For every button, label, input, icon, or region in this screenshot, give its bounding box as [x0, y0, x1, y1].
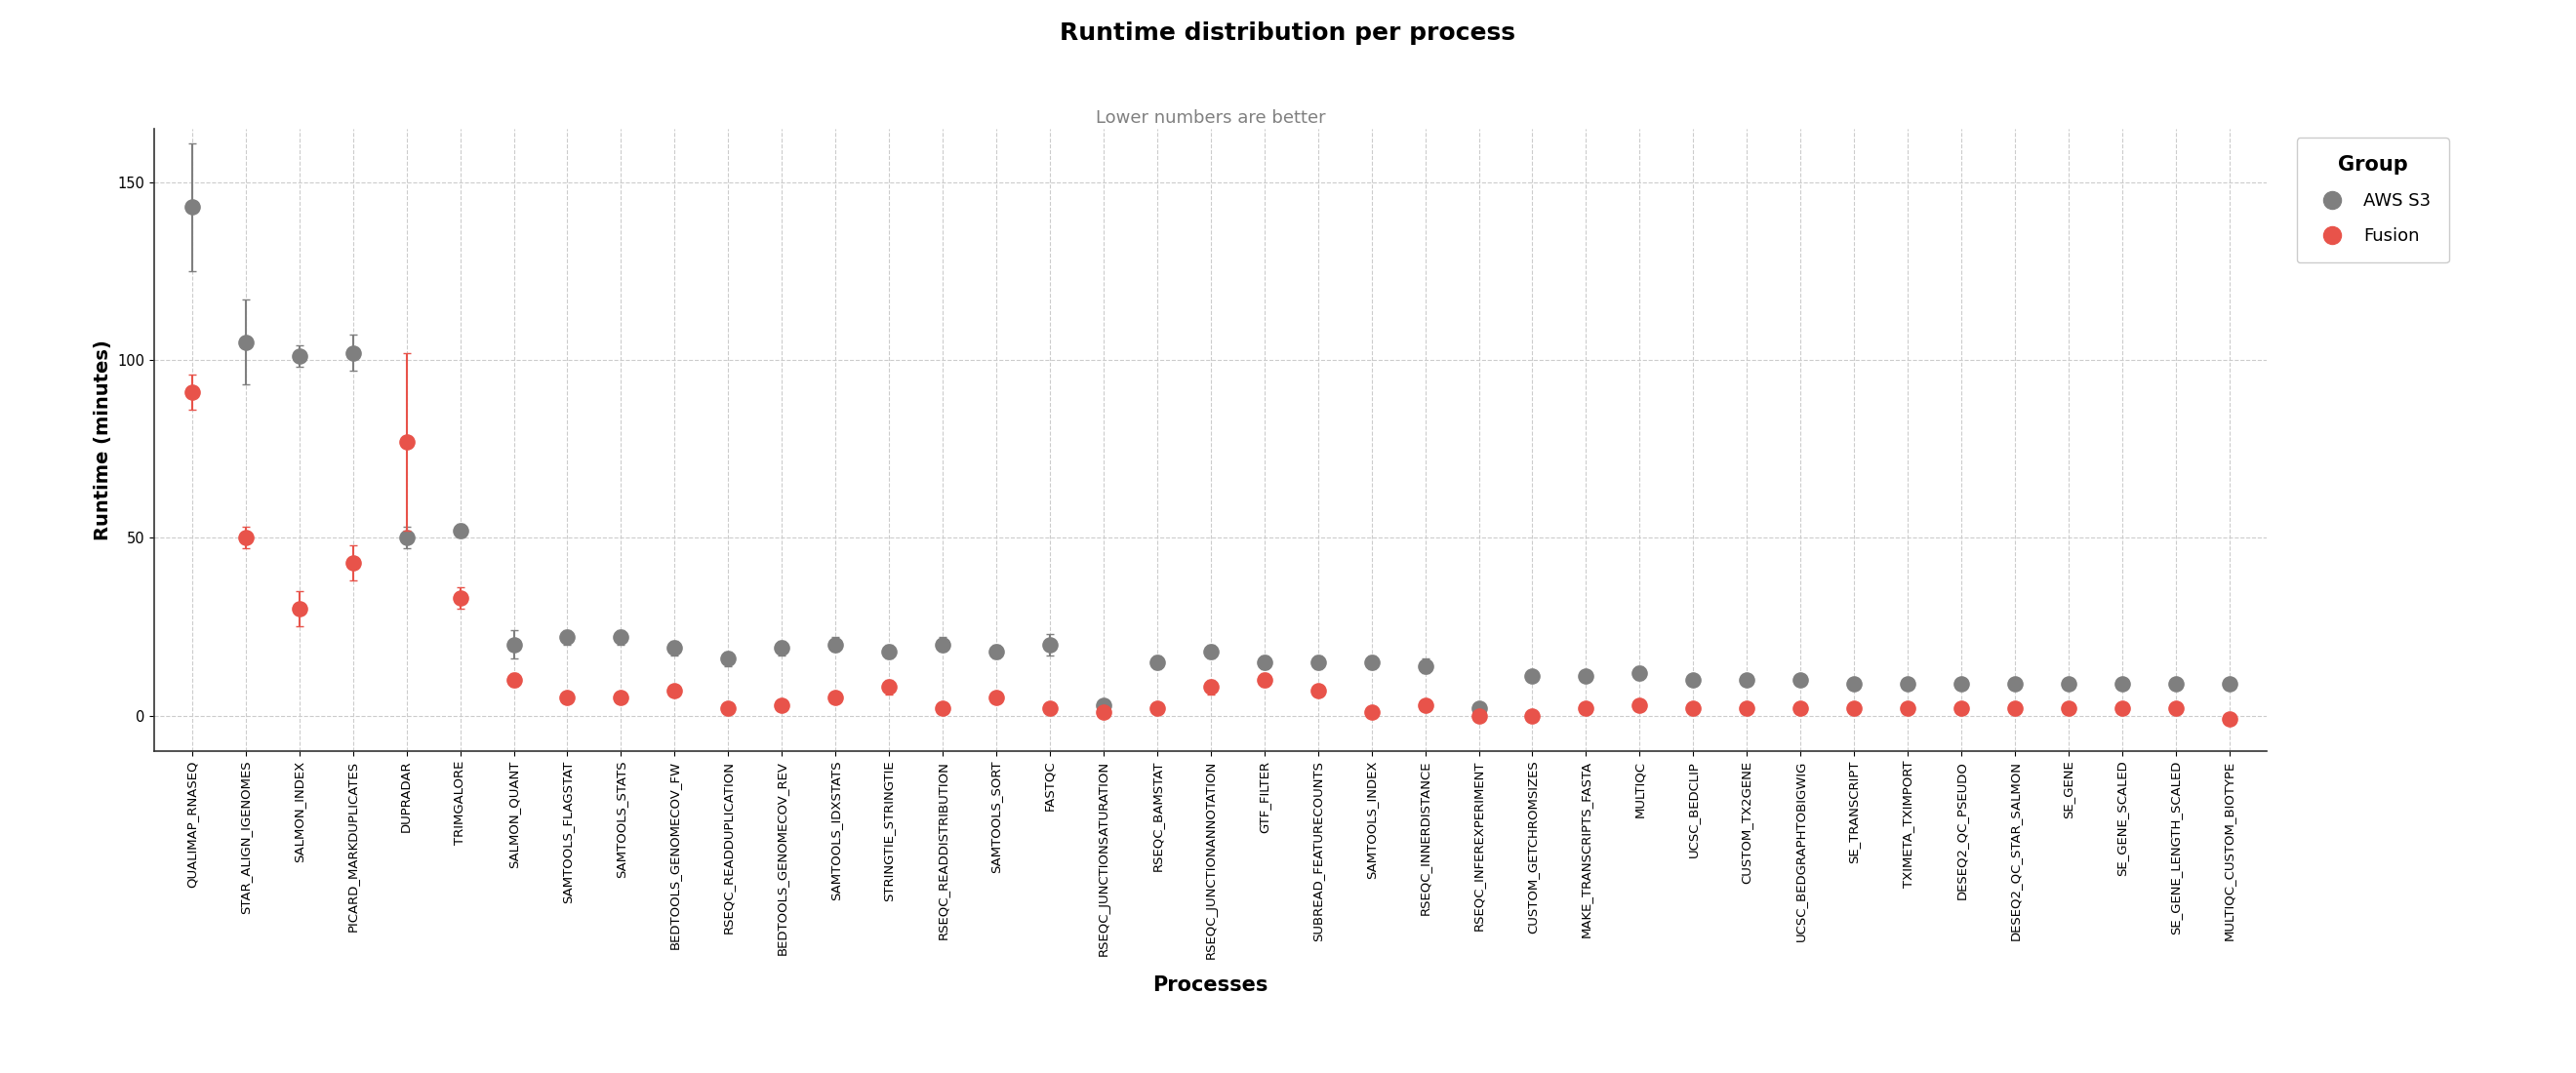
AWS S3	[1834, 675, 1875, 692]
AWS S3	[708, 650, 750, 667]
Fusion	[173, 383, 214, 400]
Fusion	[1566, 700, 1607, 717]
Fusion	[1994, 700, 2035, 717]
AWS S3	[1298, 653, 1340, 671]
AWS S3	[492, 636, 533, 653]
AWS S3	[546, 629, 587, 646]
Fusion	[332, 554, 374, 571]
X-axis label: Processes: Processes	[1154, 975, 1267, 995]
AWS S3	[762, 640, 804, 657]
AWS S3	[1512, 667, 1553, 685]
AWS S3	[814, 636, 855, 653]
Fusion	[2102, 700, 2143, 717]
Fusion	[654, 682, 696, 700]
AWS S3	[1888, 675, 1929, 692]
Fusion	[868, 678, 909, 695]
Fusion	[1082, 704, 1123, 721]
AWS S3	[440, 523, 482, 540]
AWS S3	[1994, 675, 2035, 692]
AWS S3	[600, 629, 641, 646]
Fusion	[1298, 682, 1340, 700]
Fusion	[546, 689, 587, 706]
Legend: AWS S3, Fusion: AWS S3, Fusion	[2298, 137, 2450, 263]
Fusion	[1512, 707, 1553, 724]
Fusion	[1190, 678, 1231, 695]
AWS S3	[1244, 653, 1285, 671]
Fusion	[814, 689, 855, 706]
AWS S3	[868, 643, 909, 660]
AWS S3	[1190, 643, 1231, 660]
Fusion	[440, 589, 482, 606]
Fusion	[1618, 696, 1659, 714]
AWS S3	[1618, 664, 1659, 681]
Fusion	[708, 700, 750, 717]
Fusion	[1244, 672, 1285, 689]
Fusion	[1780, 700, 1821, 717]
Fusion	[976, 689, 1018, 706]
Fusion	[1672, 700, 1713, 717]
AWS S3	[332, 344, 374, 362]
AWS S3	[173, 199, 214, 216]
Fusion	[278, 600, 319, 617]
AWS S3	[2048, 675, 2089, 692]
Fusion	[1940, 700, 1981, 717]
AWS S3	[1672, 672, 1713, 689]
AWS S3	[1458, 700, 1499, 717]
Text: Runtime distribution per process: Runtime distribution per process	[1061, 21, 1515, 45]
AWS S3	[1726, 672, 1767, 689]
Fusion	[492, 672, 533, 689]
AWS S3	[1082, 696, 1123, 714]
Fusion	[1136, 700, 1177, 717]
Fusion	[1350, 704, 1391, 721]
AWS S3	[2208, 675, 2249, 692]
AWS S3	[1940, 675, 1981, 692]
Fusion	[1458, 707, 1499, 724]
AWS S3	[1404, 657, 1445, 674]
Fusion	[1726, 700, 1767, 717]
AWS S3	[224, 334, 265, 351]
Fusion	[2048, 700, 2089, 717]
Fusion	[2156, 700, 2197, 717]
Fusion	[1404, 696, 1445, 714]
AWS S3	[1030, 636, 1072, 653]
AWS S3	[1136, 653, 1177, 671]
AWS S3	[1566, 667, 1607, 685]
Fusion	[600, 689, 641, 706]
AWS S3	[2156, 675, 2197, 692]
Fusion	[922, 700, 963, 717]
Fusion	[1888, 700, 1929, 717]
AWS S3	[654, 640, 696, 657]
AWS S3	[386, 529, 428, 546]
AWS S3	[1350, 653, 1391, 671]
AWS S3	[922, 636, 963, 653]
Y-axis label: Runtime (minutes): Runtime (minutes)	[93, 339, 113, 541]
Title: Lower numbers are better: Lower numbers are better	[1095, 109, 1327, 128]
AWS S3	[278, 348, 319, 365]
AWS S3	[976, 643, 1018, 660]
AWS S3	[2102, 675, 2143, 692]
Fusion	[2208, 710, 2249, 727]
Fusion	[1834, 700, 1875, 717]
Fusion	[224, 529, 265, 546]
AWS S3	[1780, 672, 1821, 689]
Fusion	[386, 433, 428, 451]
Fusion	[762, 696, 804, 714]
Fusion	[1030, 700, 1072, 717]
